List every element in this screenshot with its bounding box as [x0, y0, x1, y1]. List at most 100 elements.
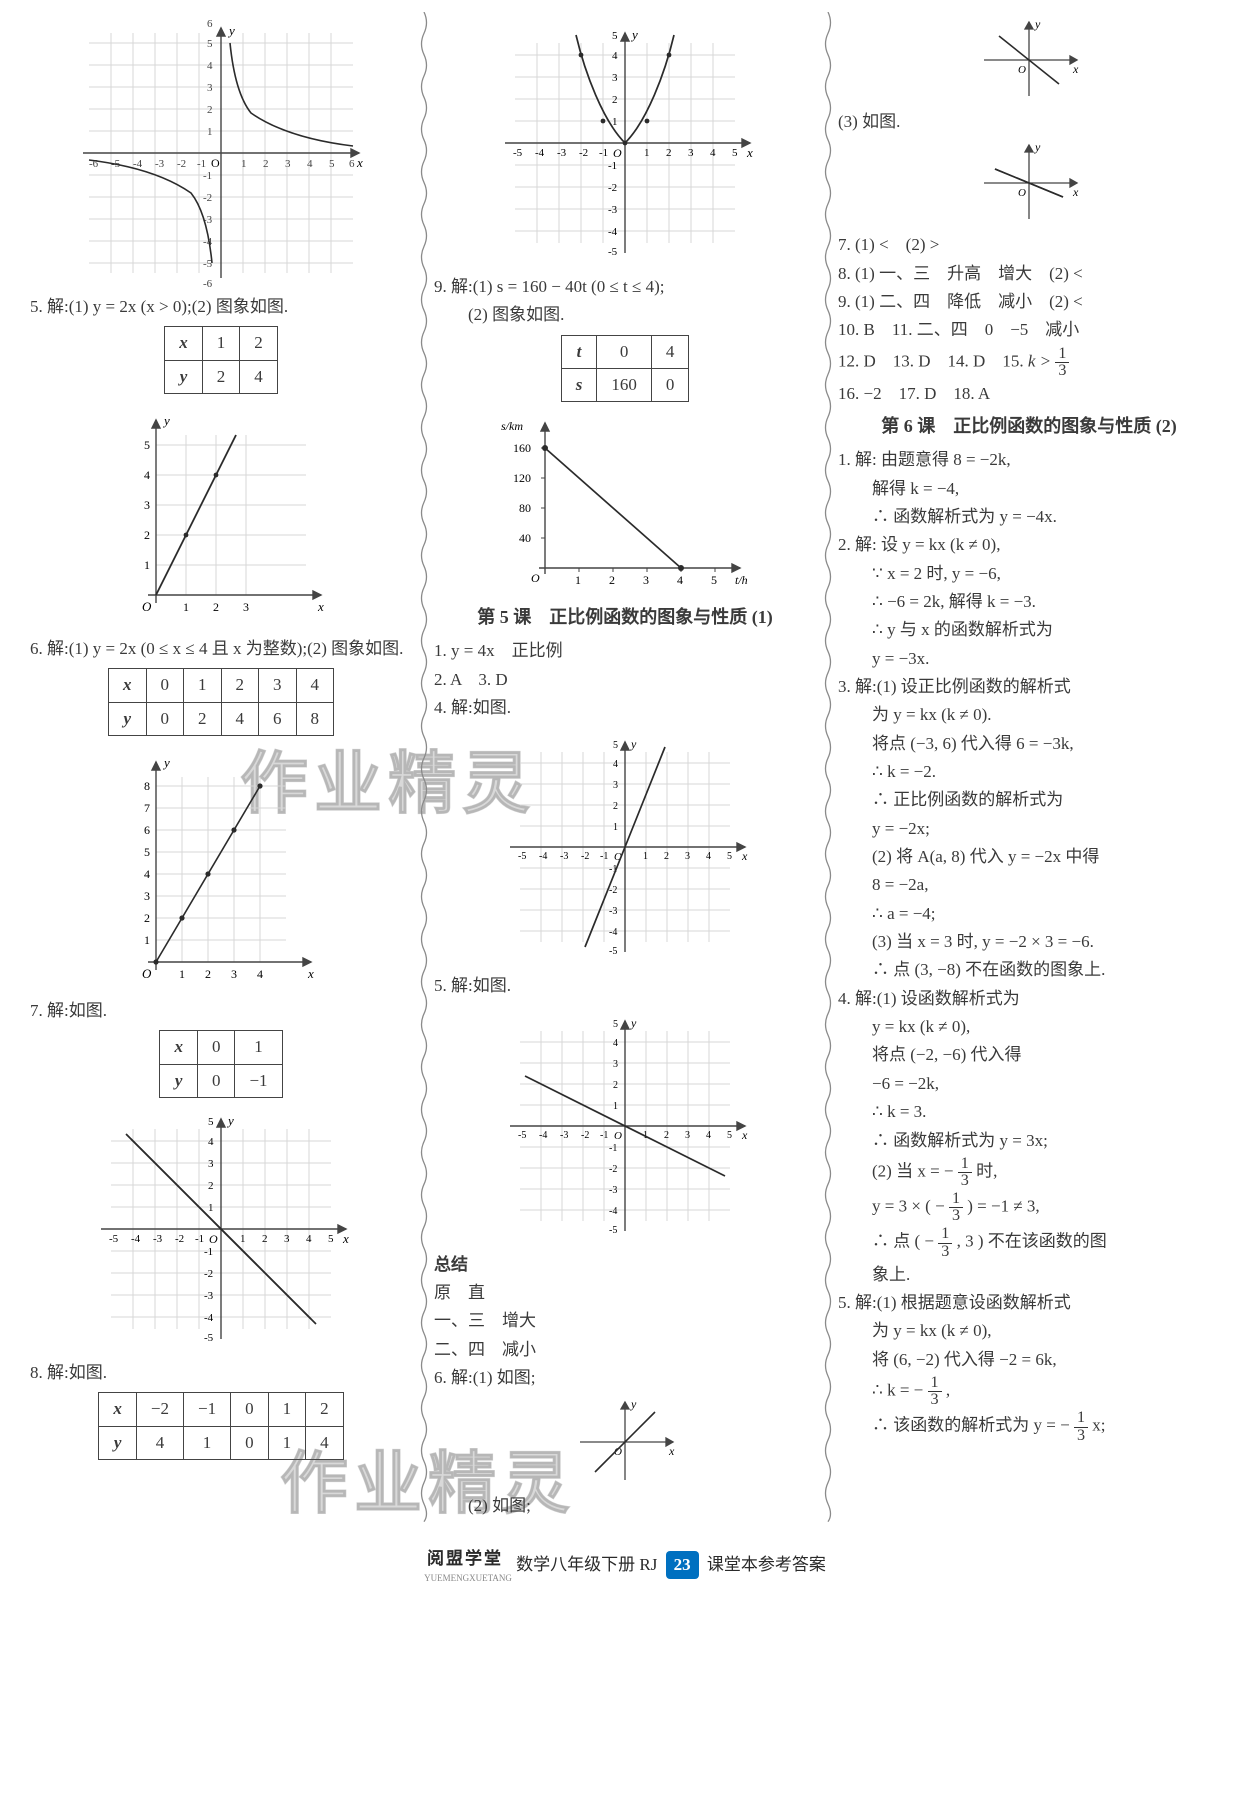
svg-text:y: y [226, 1113, 234, 1128]
column-1: x y O -6-5-4-3-2-1 123456 123456 -1-2-3-… [20, 12, 422, 1522]
svg-text:3: 3 [208, 1158, 214, 1170]
svg-text:1: 1 [144, 558, 150, 572]
svg-text:-1: -1 [600, 1130, 608, 1141]
q5-0: 5. 解:(1) 根据题意设函数解析式 [838, 1290, 1220, 1316]
q4-1: y = kx (k ≠ 0), [838, 1014, 1220, 1040]
q3-10: ∴ 点 (3, −8) 不在函数的图象上. [838, 957, 1220, 983]
frac: 13 [928, 1375, 942, 1408]
svg-text:O: O [209, 1232, 218, 1246]
chart-c2-3: xyO -5-4-3-2-112345 12345 -1-2-3-4-5 [434, 727, 816, 967]
svg-text:-2: -2 [609, 885, 617, 896]
q6-table: x01234 y02468 [108, 668, 334, 736]
svg-text:7: 7 [144, 801, 150, 815]
c2-l6: 6. 解:(1) 如图; [434, 1365, 816, 1391]
svg-text:2: 2 [666, 147, 672, 159]
q4c-post: ) = −1 ≠ 3, [967, 1197, 1039, 1216]
q6-text: 6. 解:(1) y = 2x (0 ≤ x ≤ 4 且 x 为整数);(2) … [30, 636, 412, 662]
svg-text:-5: -5 [204, 1332, 214, 1344]
svg-text:3: 3 [612, 72, 618, 84]
q4-0: 4. 解:(1) 设函数解析式为 [838, 986, 1220, 1012]
frac: 13 [938, 1226, 952, 1259]
svg-text:y: y [227, 23, 235, 38]
q1-0: 1. 解: 由题意得 8 = −2k, [838, 447, 1220, 473]
svg-text:-3: -3 [608, 204, 618, 216]
svg-text:-1: -1 [599, 147, 608, 159]
svg-text:3: 3 [685, 1130, 690, 1141]
q4c-pre: y = 3 × ( − [872, 1197, 949, 1216]
svg-text:-4: -4 [609, 1206, 617, 1217]
svg-text:1: 1 [144, 933, 150, 947]
svg-text:x: x [746, 145, 753, 160]
chart-parabola: x y O -5-4-3-2-1 12345 12345 -1-2-3-4-5 [434, 18, 816, 268]
svg-text:4: 4 [706, 1130, 711, 1141]
svg-text:-2: -2 [579, 147, 588, 159]
svg-text:1: 1 [183, 600, 189, 614]
svg-text:2: 2 [613, 801, 618, 812]
column-divider [419, 12, 429, 1522]
svg-text:4: 4 [208, 1136, 214, 1148]
svg-text:-1: -1 [204, 1246, 213, 1258]
q8-table: x−2−1012 y41014 [98, 1392, 343, 1460]
svg-text:5: 5 [144, 438, 150, 452]
footer-pinyin: YUEMENGXUETANG [424, 1572, 512, 1586]
q7-table: x01 y0−1 [159, 1030, 282, 1098]
svg-text:x: x [741, 1128, 748, 1142]
svg-text:1: 1 [643, 851, 648, 862]
svg-text:O: O [614, 1130, 622, 1142]
svg-text:6: 6 [349, 158, 355, 170]
svg-text:-5: -5 [609, 946, 617, 957]
svg-text:-5: -5 [608, 246, 618, 258]
q2-2: ∴ −6 = 2k, 解得 k = −3. [838, 589, 1220, 615]
q2-4: y = −3x. [838, 646, 1220, 672]
q5-text: 5. 解:(1) y = 2x (x > 0);(2) 图象如图. [30, 294, 412, 320]
svg-text:1: 1 [575, 573, 581, 587]
svg-text:5: 5 [329, 158, 335, 170]
svg-text:-1: -1 [609, 1143, 617, 1154]
q4b-post: 时, [976, 1161, 997, 1180]
svg-text:5: 5 [711, 573, 717, 587]
q3-0: 3. 解:(1) 设正比例函数的解析式 [838, 674, 1220, 700]
chart-q5: O x y 123 12345 [30, 400, 412, 630]
svg-text:3: 3 [144, 498, 150, 512]
svg-text:4: 4 [710, 147, 716, 159]
svg-text:3: 3 [285, 158, 291, 170]
c3-l9: 9. (1) 二、四 降低 减小 (2) < [838, 289, 1220, 315]
q5c-post: x; [1092, 1416, 1105, 1435]
svg-text:5: 5 [732, 147, 738, 159]
sum1: 原 直 [434, 1280, 816, 1306]
svg-text:-2: -2 [177, 158, 186, 170]
svg-text:-4: -4 [609, 927, 617, 938]
q4d: ∴ 点 ( − 13 , 3 ) 不在该函数的图 [838, 1226, 1220, 1259]
q3-2: 将点 (−3, 6) 代入得 6 = −3k, [838, 731, 1220, 757]
svg-text:-1: -1 [608, 160, 617, 172]
svg-text:2: 2 [208, 1180, 214, 1192]
svg-text:2: 2 [262, 1233, 268, 1245]
q3-3: ∴ k = −2. [838, 759, 1220, 785]
svg-text:-3: -3 [204, 1290, 214, 1302]
q4-2: 将点 (−2, −6) 代入得 [838, 1042, 1220, 1068]
sum2: 一、三 增大 [434, 1308, 816, 1334]
frac: 13 [1074, 1410, 1088, 1443]
svg-text:3: 3 [243, 600, 249, 614]
q9b: (2) 图象如图. [434, 302, 816, 328]
svg-text:3: 3 [231, 967, 237, 981]
svg-text:-4: -4 [539, 851, 547, 862]
svg-text:4: 4 [306, 1233, 312, 1245]
chart-c2-4: xyO -5-4-3-2-112345 12345 -1-2-3-4-5 [434, 1006, 816, 1246]
c3-l16: 16. −2 17. D 18. A [838, 381, 1220, 407]
q4-3: −6 = −2k, [838, 1071, 1220, 1097]
lesson6-title: 第 6 课 正比例函数的图象与性质 (2) [838, 413, 1220, 441]
svg-text:3: 3 [643, 573, 649, 587]
svg-text:O: O [531, 571, 540, 585]
q4d-pre: ∴ 点 ( − [872, 1232, 938, 1251]
svg-text:1: 1 [241, 158, 247, 170]
svg-text:80: 80 [519, 501, 531, 515]
q5-table: x12 y24 [164, 326, 278, 394]
c2-l6b: (2) 如图; [434, 1493, 816, 1519]
svg-text:4: 4 [613, 759, 618, 770]
svg-text:O: O [1018, 187, 1026, 199]
svg-text:O: O [142, 966, 152, 981]
svg-text:x: x [668, 1444, 675, 1458]
mini-axes-1: xyO [434, 1397, 816, 1487]
svg-text:x: x [1072, 62, 1079, 76]
